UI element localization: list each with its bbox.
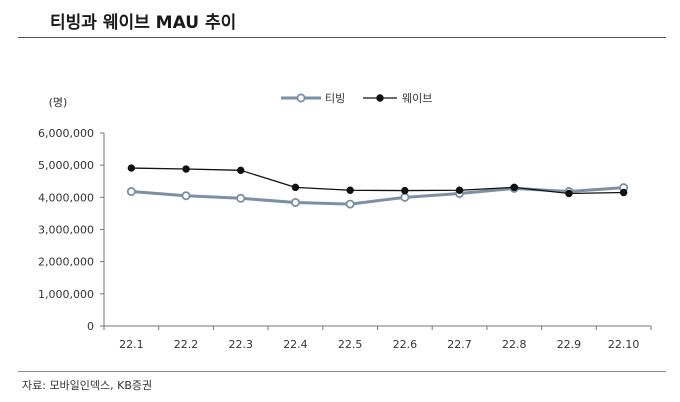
legend-label: 웨이브 (402, 92, 432, 105)
data-point-wavve (237, 166, 245, 175)
data-point-tving (290, 197, 300, 207)
x-tick-label: 22.6 (393, 338, 418, 351)
data-point-tving (181, 191, 191, 201)
data-point-tving (400, 192, 410, 202)
data-point-wavve (619, 188, 628, 197)
data-point-wavve (346, 186, 354, 194)
data-point-wavve (401, 186, 409, 195)
y-tick-label: 6,000,000 (38, 127, 94, 140)
x-tick-label: 22.7 (447, 338, 472, 351)
data-point-tving (126, 187, 136, 197)
y-tick-label: 4,000,000 (38, 191, 94, 204)
chart-title: 티빙과 웨이브 MAU 추이 (50, 13, 237, 33)
y-tick-label: 2,000,000 (38, 256, 94, 269)
y-tick-label: 3,000,000 (38, 224, 94, 237)
y-tick-label: 5,000,000 (38, 159, 94, 172)
data-point-tving (236, 193, 246, 203)
data-point-wavve (455, 186, 464, 194)
data-point-wavve (127, 164, 136, 172)
data-point-wavve (510, 183, 518, 192)
axes-group: 0 1,000,000 2,000,000 3,000,000 4,000,000 5,0… (38, 127, 652, 351)
data-point-wavve (182, 165, 190, 173)
legend-marker (376, 94, 384, 102)
x-tick-label: 22.10 (608, 338, 640, 351)
legend-label: 티빙 (325, 92, 345, 105)
series-line-wavve (131, 167, 624, 195)
data-point-wavve (291, 183, 300, 192)
x-tick-label: 22.9 (557, 338, 582, 351)
y-tick-label: 1,000,000 (38, 288, 94, 301)
source-note: 자료: 모바일인덱스, KB증권 (22, 379, 153, 392)
series-group (126, 164, 629, 209)
data-point-tving (345, 199, 355, 209)
title-divider (18, 37, 666, 38)
x-tick-label: 22.5 (338, 338, 363, 351)
y-tick-label: 0 (87, 320, 94, 333)
x-tick-label: 22.4 (283, 338, 308, 351)
legend: 티빙 웨이브 (281, 92, 432, 105)
x-tick-label: 22.8 (502, 338, 527, 351)
legend-marker (296, 93, 306, 103)
data-point-wavve (565, 189, 573, 198)
x-tick-label: 22.1 (119, 338, 144, 351)
x-tick-label: 22.2 (174, 338, 199, 351)
source-divider (18, 371, 666, 372)
y-axis-label: (명) (49, 96, 68, 109)
x-tick-label: 22.3 (229, 338, 254, 351)
